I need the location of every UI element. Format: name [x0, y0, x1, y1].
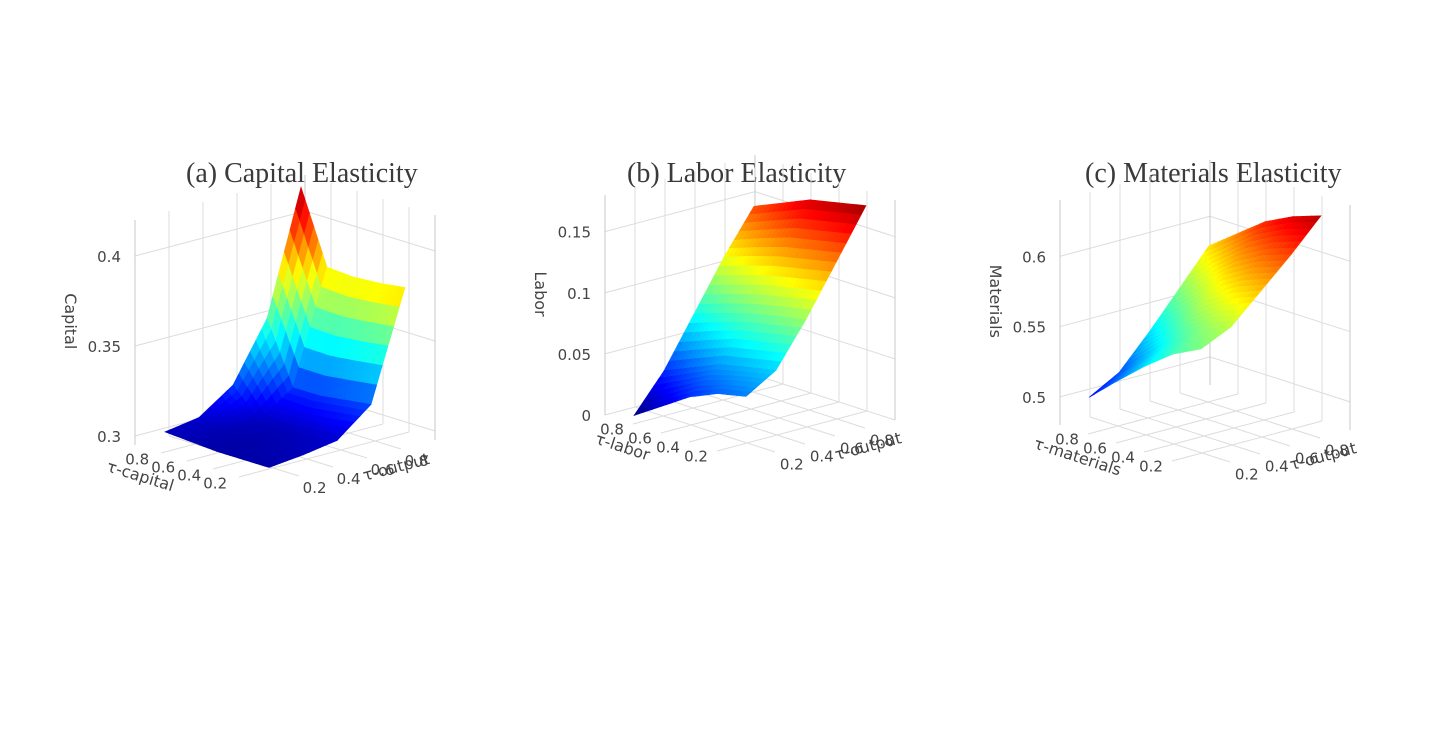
labor-x-tick-label: 0.2	[684, 448, 708, 466]
capital-z-tick-label: 0.3	[97, 428, 121, 446]
materials-y-axis-title: τ-output	[1288, 438, 1359, 474]
capital-y-tick-label: 0.6	[371, 461, 395, 479]
capital-x-tick-label: 0.8	[125, 450, 149, 468]
materials-x-tick-label: 0.6	[1083, 440, 1107, 458]
materials-z-tick-label: 0.5	[1022, 389, 1046, 407]
materials-x-tick-label: 0.2	[1139, 458, 1163, 476]
labor-z-axis-title: Labor	[531, 271, 550, 317]
capital-x-tick-label: 0.2	[203, 474, 227, 492]
capital-z-tick-label: 0.4	[97, 248, 121, 266]
materials-z-tick-label: 0.6	[1022, 248, 1046, 266]
capital-z-tick-label: 0.35	[88, 338, 121, 356]
labor-y-tick-label: 0.6	[840, 439, 864, 457]
materials-axis-labels: 0.20.40.60.80.2 0.4 0.6 0.80.50.550.6τ-mate…	[986, 248, 1358, 483]
materials-surface-patch	[1196, 345, 1207, 351]
capital-x-tick-label: 0.4	[177, 466, 201, 484]
panel-c-title: (c) Materials Elasticity	[1085, 158, 1342, 189]
labor-z-tick-label: 0.1	[567, 285, 591, 303]
labor-z-tick-label: 0	[581, 407, 591, 425]
materials-z-tick-label: 0.55	[1013, 319, 1046, 337]
materials-y-tick-label: 0.2	[1235, 465, 1259, 483]
labor-x-tick-label: 0.4	[656, 439, 680, 457]
capital-x-tick-label: 0.6	[151, 458, 175, 476]
capital-z-axis-title: Capital	[61, 293, 80, 349]
capital-y-tick-label: 0.2	[303, 479, 327, 497]
panel-b-title: (b) Labor Elasticity	[627, 158, 847, 189]
capital-y-tick-label: 0.8	[405, 452, 429, 470]
materials-z-axis-title: Materials	[986, 265, 1005, 338]
materials-y-tick-label: 0.4	[1265, 457, 1289, 475]
materials-grid	[1059, 160, 1351, 463]
labor-x-tick-label: 0.8	[600, 421, 624, 439]
labor-z-tick-label: 0.05	[558, 346, 591, 364]
labor-surface	[633, 199, 867, 417]
capital-surface	[164, 186, 406, 468]
capital-y-tick-label: 0.4	[337, 470, 361, 488]
labor-y-tick-label: 0.2	[780, 455, 804, 473]
panel-a-title: (a) Capital Elasticity	[186, 158, 418, 189]
materials-surface	[1088, 215, 1322, 398]
materials-x-tick-label: 0.4	[1111, 449, 1135, 467]
labor-y-tick-label: 0.8	[870, 431, 894, 449]
labor-y-tick-label: 0.4	[810, 447, 834, 465]
labor-surface-patch	[740, 391, 752, 397]
labor-x-tick-label: 0.6	[628, 430, 652, 448]
capital-surface-patch	[263, 463, 276, 468]
labor-z-tick-label: 0.15	[558, 224, 591, 242]
